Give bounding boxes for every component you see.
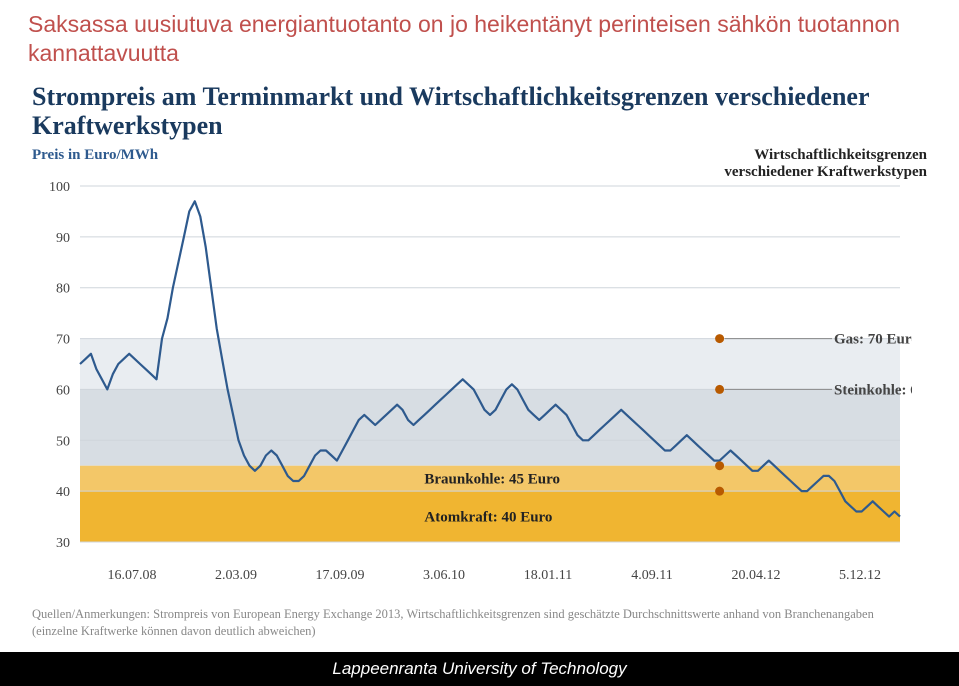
svg-text:50: 50: [56, 435, 70, 450]
svg-text:Atomkraft: 40 Euro: Atomkraft: 40 Euro: [424, 510, 552, 526]
svg-text:100: 100: [49, 182, 70, 195]
x-tick-label: 16.07.08: [80, 568, 184, 584]
y-axis-label: Preis in Euro/MWh: [32, 147, 158, 164]
svg-text:Steinkohle: 60 Euro: Steinkohle: 60 Euro: [834, 383, 912, 399]
svg-text:80: 80: [56, 282, 70, 297]
svg-text:Gas: 70 Euro: Gas: 70 Euro: [834, 332, 912, 348]
page-title: Saksassa uusiutuva energiantuotanto on j…: [28, 10, 931, 68]
svg-text:70: 70: [56, 333, 70, 348]
x-tick-label: 4.09.11: [600, 568, 704, 584]
x-tick-label: 18.01.11: [496, 568, 600, 584]
x-tick-label: 17.09.09: [288, 568, 392, 584]
svg-text:60: 60: [56, 384, 70, 399]
x-tick-label: 2.03.09: [184, 568, 288, 584]
footer-bar: Lappeenranta University of Technology: [0, 652, 959, 686]
chart-plot: 30 40 50 60 70 80 90 100 Braunkohle: 45 Euro Atom…: [32, 182, 912, 562]
x-tick-label: 20.04.12: [704, 568, 808, 584]
x-tick-label: 5.12.12: [808, 568, 912, 584]
svg-text:30: 30: [56, 536, 70, 551]
x-tick-label: 3.06.10: [392, 568, 496, 584]
legend-label: Wirtschaftlichkeitsgrenzenverschiedener …: [724, 147, 927, 180]
svg-text:90: 90: [56, 231, 70, 246]
source-note: Quellen/Anmerkungen: Strompreis von Euro…: [32, 606, 927, 639]
chart-title: Strompreis am Terminmarkt und Wirtschaft…: [32, 82, 927, 142]
chart-container: Strompreis am Terminmarkt und Wirtschaft…: [28, 82, 931, 639]
svg-text:Braunkohle: 45 Euro: Braunkohle: 45 Euro: [424, 472, 560, 488]
x-axis-labels: 16.07.082.03.0917.09.093.06.1018.01.114.…: [32, 568, 912, 584]
svg-text:40: 40: [56, 485, 70, 500]
